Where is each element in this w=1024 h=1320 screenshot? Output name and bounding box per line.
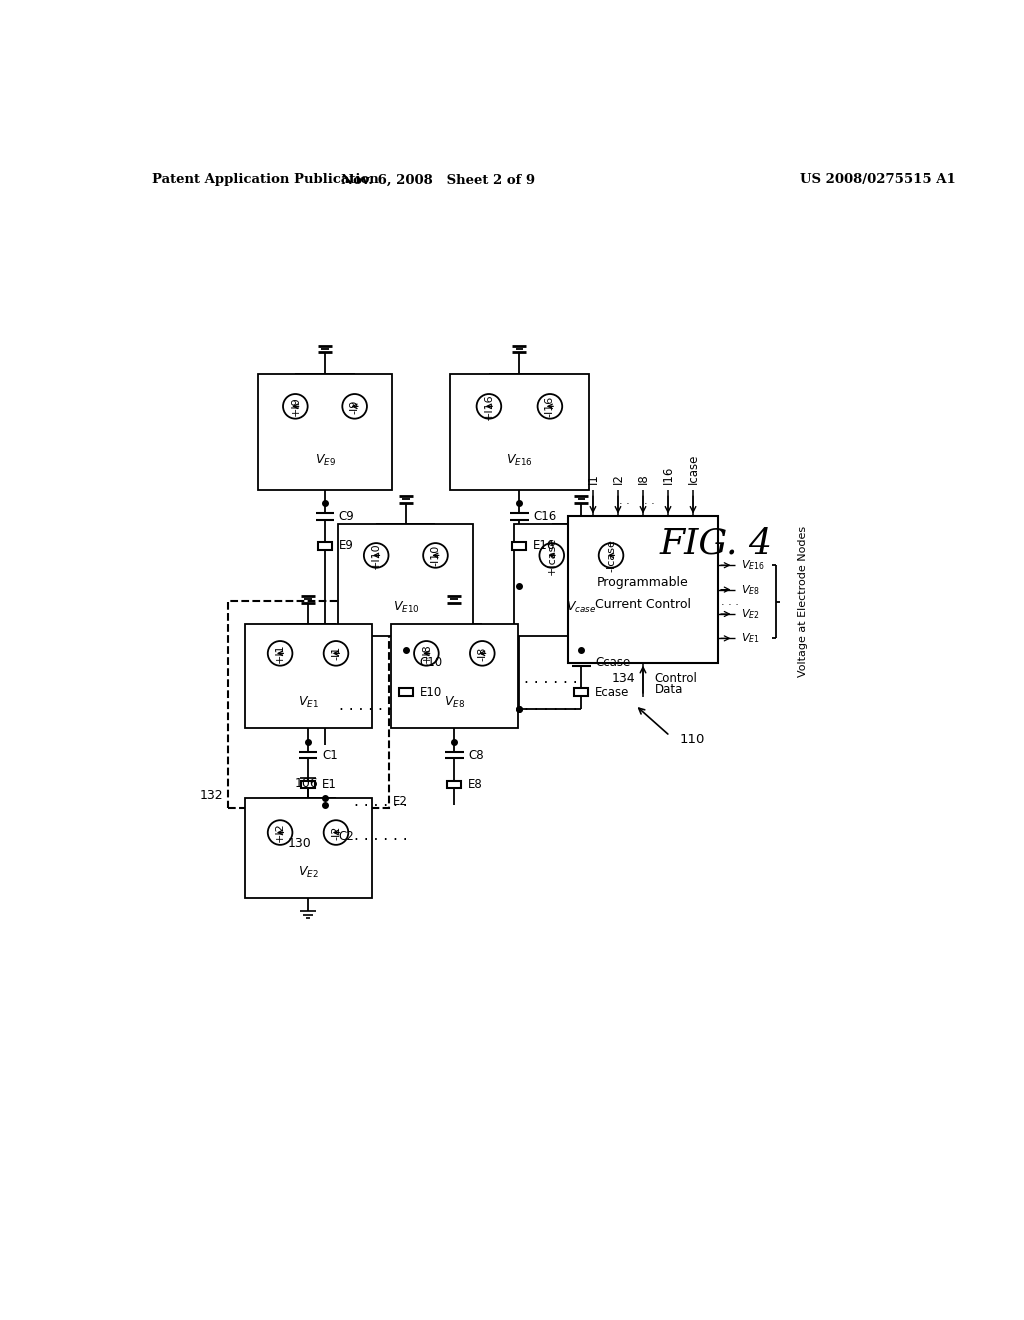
Circle shape <box>423 543 447 568</box>
Text: $V_{E16}$: $V_{E16}$ <box>741 558 765 572</box>
Circle shape <box>540 543 564 568</box>
Circle shape <box>538 393 562 418</box>
Text: FIG. 4: FIG. 4 <box>659 527 772 561</box>
Text: Data: Data <box>654 684 683 696</box>
Text: E2: E2 <box>393 795 409 808</box>
Bar <box>227 601 388 808</box>
Circle shape <box>414 642 438 665</box>
Text: . . . . . .: . . . . . . <box>354 829 408 843</box>
Bar <box>451 374 589 490</box>
Circle shape <box>599 543 624 568</box>
Text: -I2: -I2 <box>331 825 341 840</box>
Text: I16: I16 <box>662 466 675 484</box>
Bar <box>258 374 392 490</box>
Text: +Icase: +Icase <box>547 536 557 574</box>
Text: 130: 130 <box>288 837 311 850</box>
Text: Icase: Icase <box>686 454 699 484</box>
Bar <box>245 797 372 898</box>
Text: E10: E10 <box>420 685 442 698</box>
Text: C8: C8 <box>468 748 483 762</box>
Text: Ccase: Ccase <box>595 656 631 669</box>
Text: -Icase: -Icase <box>606 539 616 572</box>
Text: E16: E16 <box>534 539 556 552</box>
Text: $\mathit{V_{E16}}$: $\mathit{V_{E16}}$ <box>506 453 532 469</box>
Bar <box>568 516 718 663</box>
Bar <box>318 543 332 549</box>
Text: +I9: +I9 <box>291 396 300 416</box>
Text: US 2008/0275515 A1: US 2008/0275515 A1 <box>801 173 956 186</box>
Bar <box>339 524 473 636</box>
Text: $\mathit{V_{E8}}$: $\mathit{V_{E8}}$ <box>443 694 465 710</box>
Text: 110: 110 <box>680 733 706 746</box>
Circle shape <box>324 642 348 665</box>
Text: -I10: -I10 <box>430 545 440 566</box>
Text: -I9: -I9 <box>349 399 359 413</box>
Bar <box>399 688 413 696</box>
Bar <box>574 688 589 696</box>
Circle shape <box>470 642 495 665</box>
Text: Voltage at Electrode Nodes: Voltage at Electrode Nodes <box>798 527 808 677</box>
Text: C10: C10 <box>420 656 442 669</box>
Text: $\mathit{V_{E10}}$: $\mathit{V_{E10}}$ <box>392 601 419 615</box>
Text: $\mathit{V_{E9}}$: $\mathit{V_{E9}}$ <box>314 453 336 469</box>
Text: C2: C2 <box>339 829 354 842</box>
Text: 134: 134 <box>611 672 635 685</box>
Text: $\mathit{V_{E2}}$: $\mathit{V_{E2}}$ <box>298 865 318 880</box>
Text: . . . . . .: . . . . . . <box>354 793 408 809</box>
Text: . . . . . .: . . . . . . <box>339 697 392 713</box>
Text: Patent Application Publication: Patent Application Publication <box>153 173 379 186</box>
Text: E8: E8 <box>468 777 483 791</box>
Text: 132: 132 <box>200 789 223 803</box>
Text: $V_{E1}$: $V_{E1}$ <box>741 631 760 645</box>
Text: . . . . . .: . . . . . . <box>523 671 578 685</box>
Bar <box>391 624 518 729</box>
Text: Ecase: Ecase <box>595 685 630 698</box>
Text: C1: C1 <box>322 748 338 762</box>
Text: E9: E9 <box>339 539 353 552</box>
Text: I1: I1 <box>587 474 599 484</box>
Bar <box>301 780 315 788</box>
Text: +I10: +I10 <box>371 543 381 569</box>
Circle shape <box>267 820 293 845</box>
Text: I8: I8 <box>637 474 649 484</box>
Text: -I8: -I8 <box>477 647 487 660</box>
Text: 106: 106 <box>295 777 318 791</box>
Circle shape <box>364 543 388 568</box>
Text: $V_{E2}$: $V_{E2}$ <box>741 607 760 620</box>
Text: +I16: +I16 <box>484 393 494 420</box>
Text: $\mathit{V_{E1}}$: $\mathit{V_{E1}}$ <box>298 694 318 710</box>
Text: +I1: +I1 <box>275 644 285 663</box>
Circle shape <box>283 393 307 418</box>
Text: -I16: -I16 <box>545 396 555 417</box>
Circle shape <box>476 393 501 418</box>
Text: . .: . . <box>618 496 630 506</box>
Circle shape <box>324 820 348 845</box>
Text: Current Control: Current Control <box>595 598 691 611</box>
Text: $\mathit{V_{case}}$: $\mathit{V_{case}}$ <box>566 601 597 615</box>
Text: I2: I2 <box>611 474 625 484</box>
Circle shape <box>267 642 293 665</box>
Bar <box>512 543 526 549</box>
Text: . . . . . .: . . . . . . <box>523 697 578 713</box>
Text: -I1: -I1 <box>331 647 341 660</box>
Bar <box>447 780 461 788</box>
Text: . .: . . <box>644 496 654 506</box>
Bar <box>245 624 372 729</box>
Text: C16: C16 <box>534 510 556 523</box>
Circle shape <box>342 393 367 418</box>
Text: E1: E1 <box>322 777 337 791</box>
Text: C9: C9 <box>339 510 354 523</box>
Text: +I2: +I2 <box>275 822 285 842</box>
Bar <box>514 524 649 636</box>
Text: . . .: . . . <box>721 597 738 607</box>
Text: Nov. 6, 2008   Sheet 2 of 9: Nov. 6, 2008 Sheet 2 of 9 <box>341 173 536 186</box>
Text: $V_{E8}$: $V_{E8}$ <box>741 582 760 597</box>
Text: Control: Control <box>654 672 697 685</box>
Text: Programmable: Programmable <box>597 576 689 589</box>
Text: +I8: +I8 <box>422 643 431 663</box>
